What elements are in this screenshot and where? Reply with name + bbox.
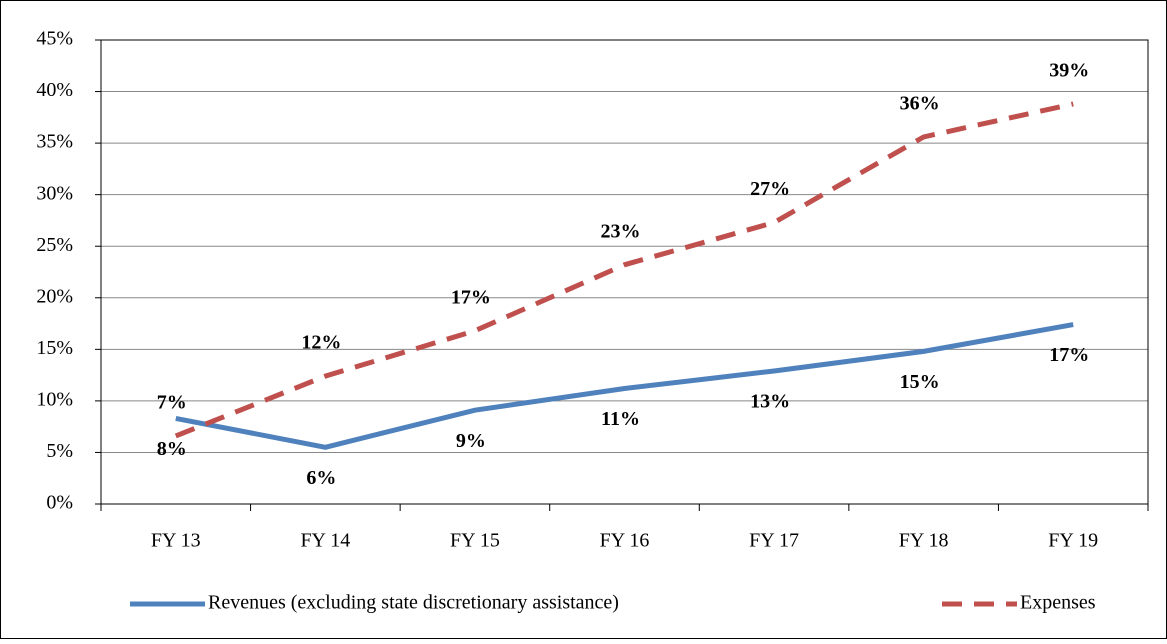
data-label: 15% <box>900 371 940 393</box>
x-tick-label: FY 13 <box>151 530 201 552</box>
data-label: 23% <box>601 220 641 242</box>
x-tick-label: FY 15 <box>450 530 500 552</box>
data-label: 17% <box>1049 344 1089 366</box>
series-line <box>175 322 1074 450</box>
data-label: 11% <box>601 408 640 430</box>
plot-border <box>100 39 1149 505</box>
data-label: 6% <box>306 467 336 489</box>
x-tick-label: FY 16 <box>600 530 650 552</box>
x-tick-label: FY 19 <box>1048 530 1098 552</box>
data-label: 13% <box>750 391 790 413</box>
y-tick-label: 25% <box>36 234 73 256</box>
x-tick-label: FY 17 <box>749 530 799 552</box>
x-tick-label: FY 14 <box>300 530 350 552</box>
data-label: 27% <box>750 178 790 200</box>
data-label: 8% <box>157 438 187 460</box>
y-tick-label: 5% <box>46 440 73 462</box>
data-label: 36% <box>900 93 940 115</box>
legend-label: Expenses <box>1020 592 1096 614</box>
data-label: 39% <box>1049 60 1089 82</box>
data-label: 17% <box>451 286 491 308</box>
x-tick-label: FY 18 <box>899 530 949 552</box>
y-tick-label: 45% <box>36 28 73 50</box>
legend-label: Revenues (excluding state discretionary … <box>208 592 619 614</box>
data-label: 7% <box>157 392 187 414</box>
y-tick-label: 30% <box>36 182 73 204</box>
data-label: 12% <box>301 332 341 354</box>
data-label: 9% <box>456 430 486 452</box>
y-tick-label: 15% <box>36 337 73 359</box>
y-tick-label: 20% <box>36 285 73 307</box>
series-line <box>174 101 1074 439</box>
y-tick-label: 10% <box>36 388 73 410</box>
y-tick-label: 35% <box>36 131 73 153</box>
y-tick-label: 40% <box>36 79 73 101</box>
y-tick-label: 0% <box>46 492 73 514</box>
